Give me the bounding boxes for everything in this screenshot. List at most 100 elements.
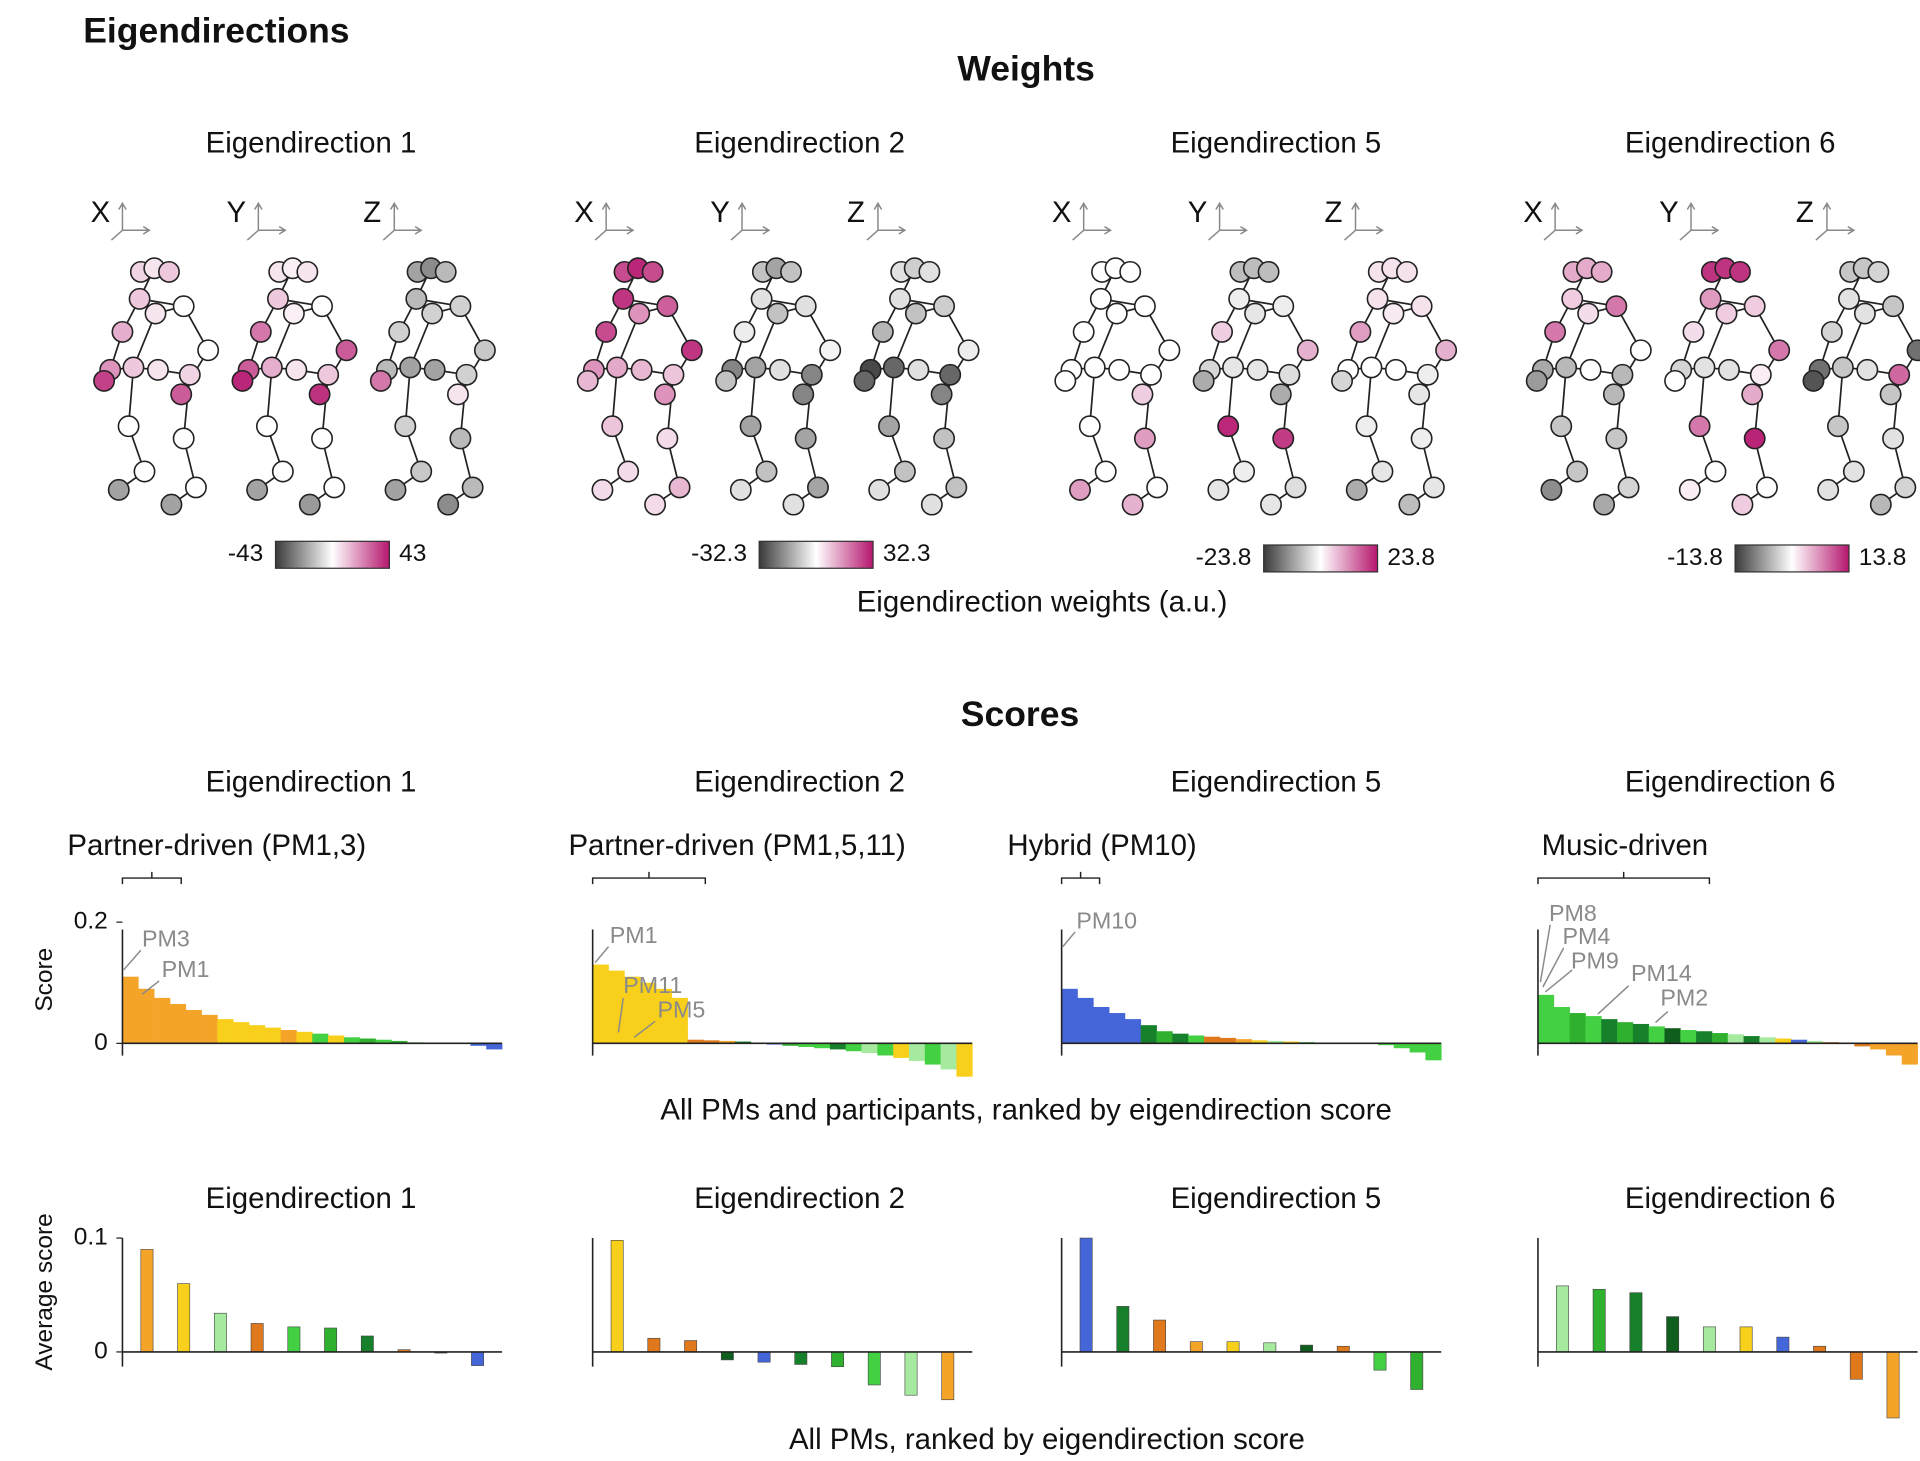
joint (1593, 493, 1616, 516)
score-bar (1061, 988, 1078, 1044)
score-bar (248, 1025, 266, 1044)
joint (1590, 260, 1613, 283)
joint (871, 320, 894, 343)
panel-title: Eigendirection 6 (1625, 126, 1836, 159)
score-bar (391, 1040, 408, 1044)
bar (867, 1351, 881, 1386)
view-label: Z (1796, 196, 1814, 229)
joint (1555, 356, 1578, 379)
score-bar (1093, 1006, 1110, 1044)
joint (260, 356, 283, 379)
bracket (1537, 871, 1711, 885)
bar (360, 1335, 374, 1353)
joint (335, 339, 358, 362)
callout-arrow (1542, 947, 1565, 988)
bracket (591, 871, 707, 885)
score-bar (956, 1043, 973, 1077)
joint (122, 356, 145, 379)
bar (647, 1337, 661, 1353)
bar (831, 1351, 844, 1368)
score-bar (343, 1037, 361, 1044)
score-bar (1425, 1043, 1442, 1061)
callout: PM1 (162, 956, 210, 982)
joint (1355, 415, 1378, 438)
joint (1131, 383, 1154, 406)
joint (591, 478, 614, 501)
bar (1886, 1351, 1900, 1419)
joint (904, 302, 927, 325)
score-bar (122, 976, 139, 1044)
panel-title: Eigendirection 2 (694, 1182, 905, 1215)
score-bar (1601, 1019, 1618, 1044)
bar (1300, 1344, 1313, 1353)
joint (601, 415, 624, 438)
panel-title: Eigendirection 1 (206, 126, 417, 159)
bar (1079, 1237, 1093, 1353)
score-bar (486, 1043, 503, 1050)
view-label: Z (363, 196, 381, 229)
view-label: X (91, 196, 111, 229)
joint (184, 476, 207, 499)
score-bar (829, 1043, 847, 1050)
score-bar (1140, 1025, 1157, 1044)
joint (1416, 363, 1439, 386)
joint (933, 427, 956, 450)
score-bar (1617, 1022, 1634, 1044)
joint (1718, 358, 1740, 381)
score-bar (1377, 1043, 1395, 1046)
joint (1121, 493, 1144, 516)
axis-glyph (246, 201, 287, 241)
score-bar (1806, 1040, 1824, 1044)
joint (780, 260, 802, 283)
joint (1366, 287, 1389, 310)
score-bar (1553, 1006, 1570, 1044)
joint (853, 369, 876, 392)
bar (1739, 1326, 1753, 1353)
joint (1384, 358, 1407, 381)
score-bar (671, 997, 688, 1044)
joint (1894, 476, 1917, 499)
bar (1263, 1342, 1277, 1353)
bar (1116, 1306, 1130, 1353)
colorbar-label: 23.8 (1387, 544, 1435, 571)
joint (1605, 295, 1628, 318)
bar (1556, 1285, 1569, 1353)
joint (1605, 427, 1628, 450)
joint (1408, 383, 1431, 406)
annotation: Partner-driven (PM1,5,11) (568, 829, 905, 862)
joint (1119, 260, 1142, 283)
joint (410, 460, 433, 483)
score-bar (1711, 1033, 1729, 1044)
joint (733, 320, 756, 343)
view-label: Y (1659, 196, 1679, 229)
joint (1078, 415, 1101, 438)
joint (473, 339, 496, 362)
bar (471, 1351, 484, 1366)
joint (1207, 478, 1230, 501)
joint (111, 320, 134, 343)
joint (172, 427, 195, 450)
callout: PM4 (1562, 923, 1610, 949)
panel-title: Eigendirection 1 (206, 766, 417, 799)
joint (893, 460, 916, 483)
bar (1849, 1351, 1863, 1380)
joint (249, 320, 272, 343)
axis-glyph (1344, 201, 1384, 241)
joint (1260, 493, 1282, 516)
axis-glyph (382, 201, 423, 241)
colorbar (758, 540, 874, 569)
bar (1592, 1288, 1606, 1353)
joint (641, 260, 664, 283)
y-tick-label: 0.2 (74, 908, 108, 935)
score-bar (1870, 1043, 1887, 1050)
joint (1888, 363, 1911, 386)
bracket (121, 871, 182, 885)
axis-glyph (1072, 201, 1113, 241)
x-axis-label: All PMs, ranked by eigendirection score (789, 1423, 1305, 1456)
joint (388, 320, 411, 343)
joint (1842, 460, 1865, 483)
joint (170, 383, 193, 406)
bar (213, 1312, 227, 1353)
section-title: Scores (961, 694, 1079, 734)
